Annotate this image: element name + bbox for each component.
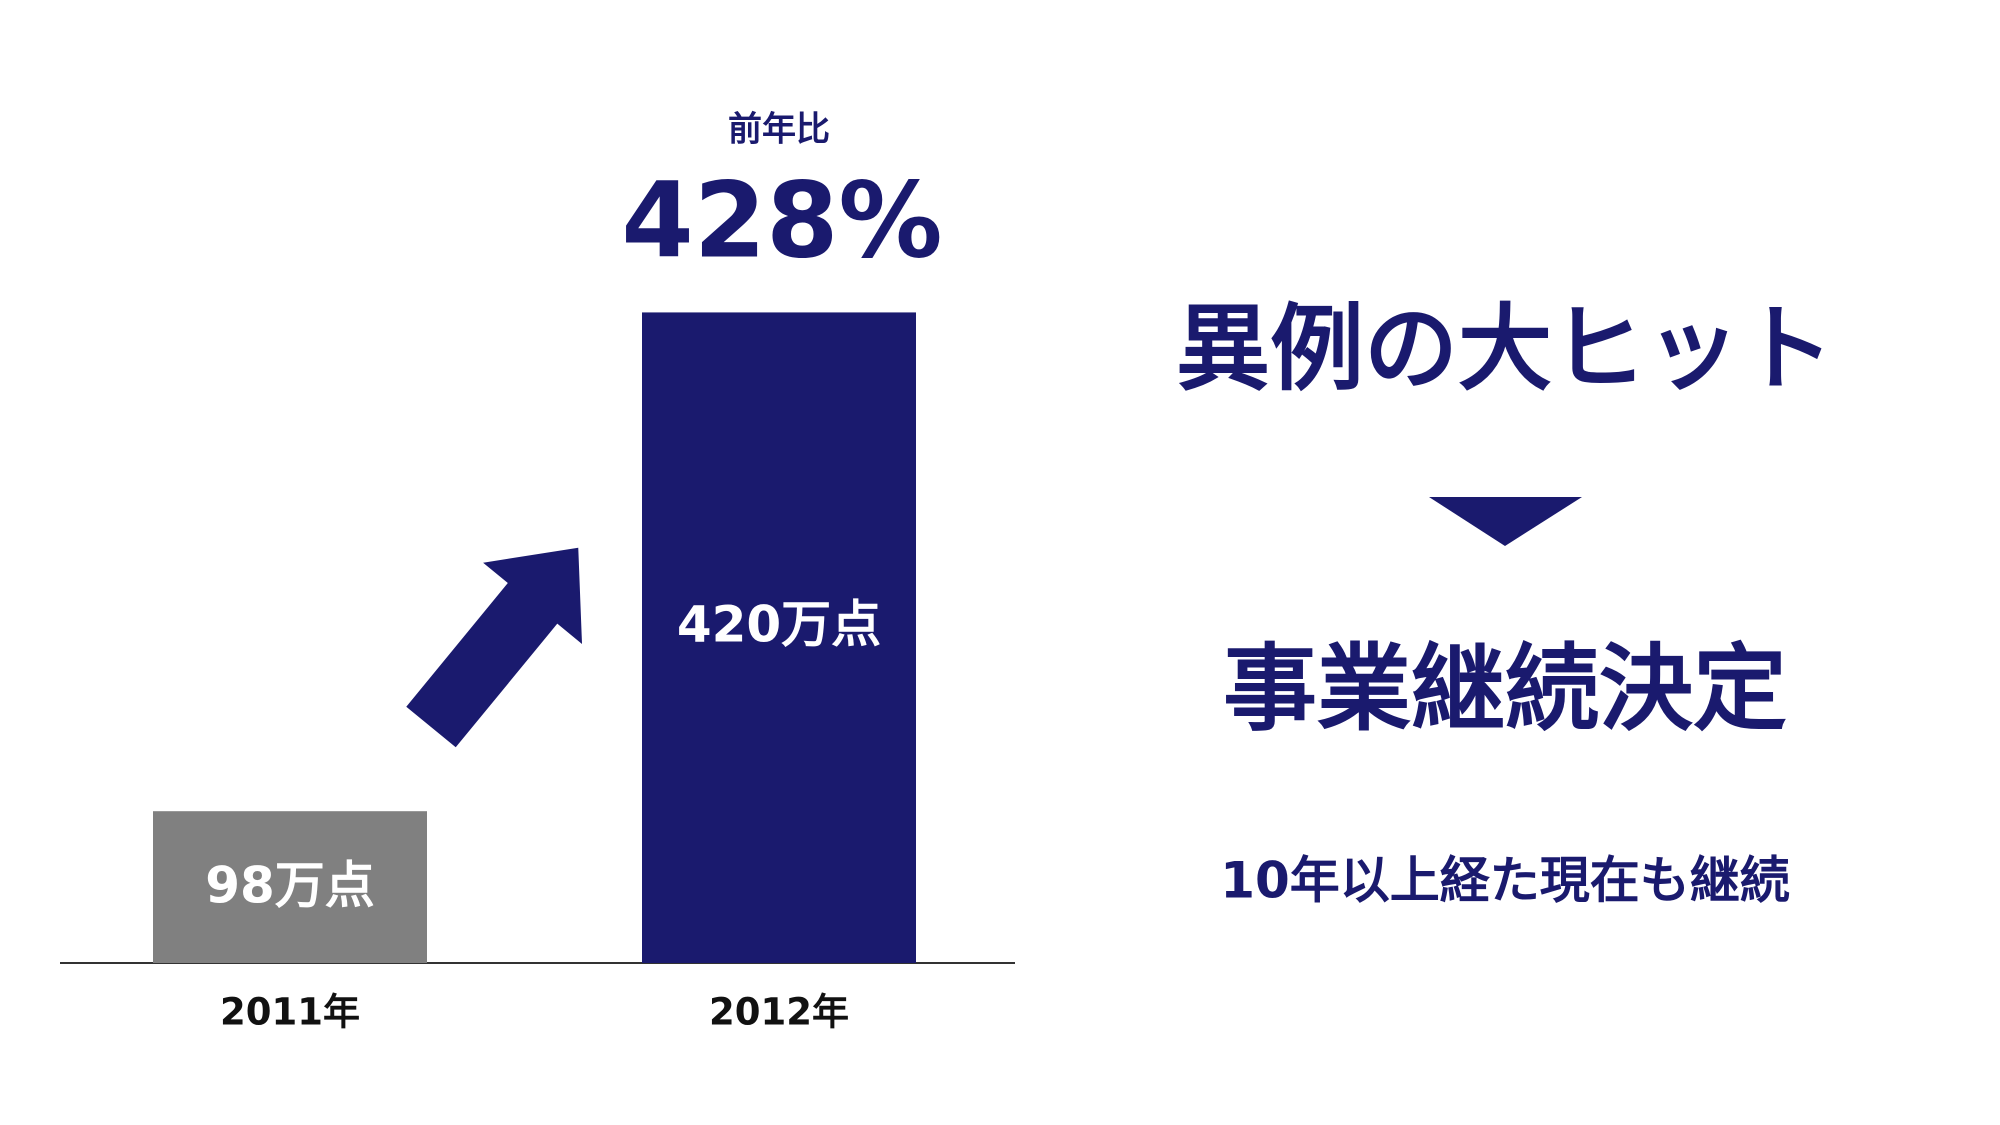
- headline: 異例の大ヒット: [1176, 295, 1834, 404]
- x-tick-label: 2012年: [709, 991, 849, 1034]
- value-label: 98万点: [205, 857, 375, 915]
- annotation-value: 428%: [621, 159, 942, 281]
- bar: [642, 312, 916, 963]
- bar: [153, 811, 427, 963]
- x-tick-label: 2011年: [220, 991, 360, 1034]
- value-label: 420万点: [677, 596, 881, 654]
- growth-arrow: [406, 547, 583, 748]
- note: 10年以上経た現在も継続: [1220, 852, 1790, 910]
- decision: 事業継続決定: [1223, 635, 1787, 744]
- down-triangle: [1429, 497, 1582, 546]
- annotation-label: 前年比: [728, 110, 830, 150]
